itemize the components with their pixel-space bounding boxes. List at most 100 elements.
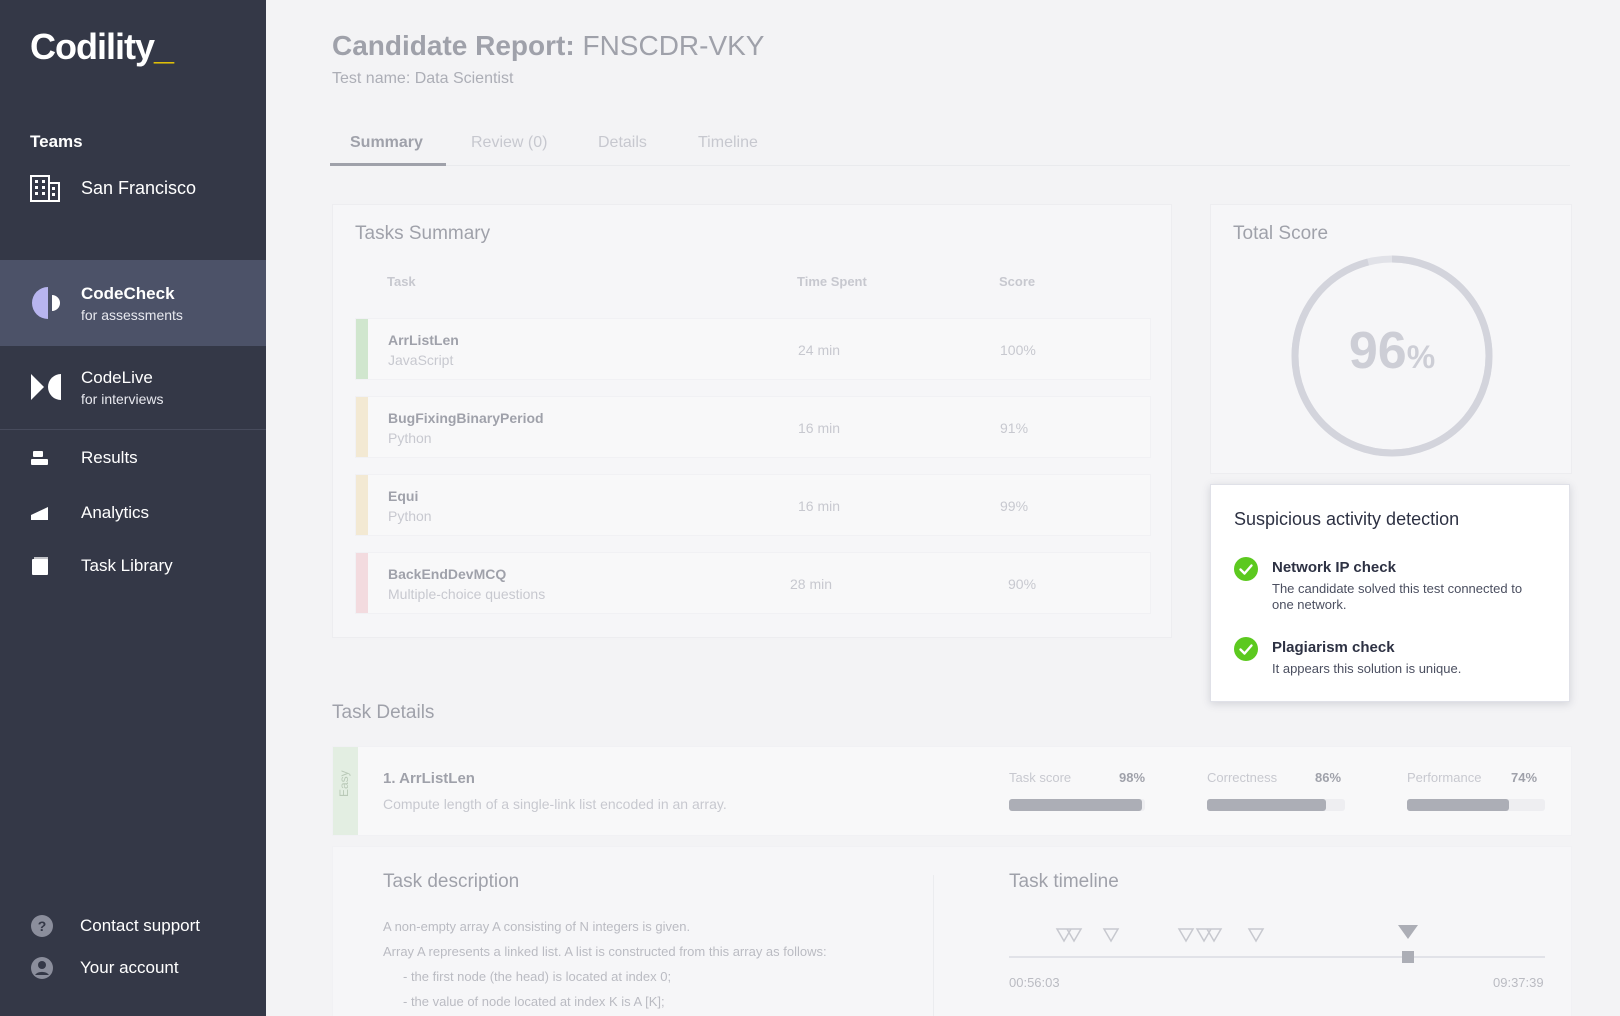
metric-correctness-fill [1207, 799, 1326, 811]
suspicious-activity-title: Suspicious activity detection [1234, 509, 1460, 529]
metric-task-score-bar [1009, 799, 1145, 811]
report-tabs: Summary Review (0) Details Timeline [330, 128, 1570, 166]
task-status-bar [356, 319, 368, 379]
task-language: Multiple-choice questions [388, 586, 546, 602]
score-number: 96 [1348, 322, 1407, 380]
metric-correctness-label: Correctness [1207, 770, 1278, 785]
task-status-bar [356, 475, 368, 535]
task-score: 90% [1008, 576, 1037, 592]
sidebar-item-results[interactable]: Results [30, 443, 138, 473]
report-id: FNSCDR-VKY [582, 30, 765, 61]
tasks-summary-card: Tasks Summary Task Time Spent Score ArrL… [332, 204, 1172, 638]
check-circle-icon [1234, 637, 1258, 661]
main-content: Candidate Report: FNSCDR-VKY Test name: … [266, 0, 1620, 1016]
account-icon [31, 957, 53, 979]
sidebar-item-analytics[interactable]: Analytics [30, 498, 149, 528]
logo-cursor: _ [154, 26, 174, 67]
codecheck-icon [32, 287, 60, 319]
nav-codelive-subtitle: for interviews [81, 390, 164, 407]
metric-correctness-bar [1207, 799, 1345, 811]
your-account-label: Your account [80, 958, 179, 977]
total-score-title: Total Score [1233, 223, 1329, 244]
nav-codelive-title: CodeLive [81, 367, 153, 387]
nav-codecheck[interactable]: CodeCheck for assessments [0, 260, 266, 346]
metric-task-score-value: 98% [1119, 770, 1146, 785]
score-ring [1291, 255, 1493, 457]
nav-codecheck-subtitle: for assessments [81, 306, 183, 323]
timeline-end: 09:37:39 [1493, 975, 1544, 990]
sidebar-item-task-library[interactable]: Task Library [30, 551, 173, 581]
timeline-start: 00:56:03 [1009, 975, 1060, 990]
active-tab-indicator [330, 163, 446, 166]
task-library-label: Task Library [81, 556, 173, 575]
metric-performance-bar [1407, 799, 1545, 811]
task-details-title: Task Details [332, 702, 435, 723]
header-time-spent: Time Spent [797, 274, 867, 289]
task-language: Python [388, 508, 432, 524]
task-score: 91% [1000, 420, 1029, 436]
header-score: Score [999, 274, 1036, 289]
metric-task-score-label: Task score [1009, 770, 1072, 785]
task-time: 16 min [798, 498, 841, 514]
task-time: 28 min [790, 576, 833, 592]
results-icon [31, 451, 48, 465]
task-status-bar [356, 397, 368, 457]
task-time: 24 min [798, 342, 841, 358]
task-detail-desc: Compute length of a single-link list enc… [383, 796, 727, 812]
task-timeline-title: Task timeline [1009, 871, 1119, 892]
check-circle-icon [1234, 557, 1258, 581]
description-line: A non-empty array A consisting of N inte… [383, 919, 691, 934]
svg-text:?: ? [38, 918, 47, 934]
sidebar-item-your-account[interactable]: Your account [30, 953, 179, 983]
task-detail-title: 1. ArrListLen [383, 770, 475, 787]
team-selector[interactable]: San Francisco [30, 168, 196, 208]
network-ip-check-title: Network IP check [1272, 559, 1396, 576]
suspicious-activity-card: Suspicious activity detection Network IP… [1210, 484, 1570, 702]
test-name: Test name: Data Scientist [332, 70, 514, 87]
table-row[interactable]: BackEndDevMCQ Multiple-choice questions … [355, 552, 1151, 614]
metric-performance-fill [1407, 799, 1510, 811]
tab-timeline[interactable]: Timeline [698, 134, 758, 151]
task-language: Python [388, 430, 432, 446]
codility-logo[interactable]: Codility_ [30, 26, 174, 68]
task-status-bar [356, 553, 368, 613]
table-row[interactable]: BugFixingBinaryPeriod Python 16 min 91% [355, 396, 1151, 458]
nav-codecheck-title: CodeCheck [81, 283, 175, 303]
task-score: 100% [1000, 342, 1036, 358]
tab-review[interactable]: Review (0) [471, 134, 548, 151]
tab-summary[interactable]: Summary [350, 134, 423, 151]
metric-performance-label: Performance [1407, 770, 1482, 785]
task-timeline[interactable] [1009, 923, 1545, 963]
table-row[interactable]: ArrListLen JavaScript 24 min 100% [355, 318, 1151, 380]
sidebar-item-contact-support[interactable]: ? Contact support [30, 911, 200, 941]
task-name: Equi [388, 488, 419, 504]
task-score: 99% [1000, 498, 1029, 514]
task-detail-row[interactable]: Easy 1. ArrListLen Compute length of a s… [332, 746, 1572, 836]
task-time: 16 min [798, 420, 841, 436]
task-name: BugFixingBinaryPeriod [388, 410, 544, 426]
task-name: BackEndDevMCQ [388, 566, 507, 582]
task-language: JavaScript [388, 352, 454, 368]
header-task: Task [387, 274, 416, 289]
analytics-label: Analytics [81, 503, 150, 522]
metric-performance-value: 74% [1511, 770, 1538, 785]
results-label: Results [81, 448, 138, 467]
contact-support-label: Contact support [80, 916, 201, 935]
logo-text: Codility [30, 26, 155, 67]
tab-details[interactable]: Details [598, 134, 647, 151]
metric-task-score-fill [1009, 799, 1143, 811]
report-title-prefix: Candidate Report: [332, 30, 575, 61]
column-divider [933, 875, 934, 1016]
building-icon [30, 175, 60, 202]
nav-codelive[interactable]: CodeLive for interviews [0, 346, 266, 428]
task-name: ArrListLen [388, 332, 459, 348]
description-line: - the first node (the head) is located a… [403, 969, 672, 984]
description-line: - the value of node located at index K i… [403, 994, 665, 1009]
table-row[interactable]: Equi Python 16 min 99% [355, 474, 1151, 536]
sidebar: Codility_ Teams San Francisco CodeCheck … [0, 0, 266, 1016]
total-score-card: Total Score 96% [1210, 204, 1572, 474]
metric-correctness-value: 86% [1315, 770, 1342, 785]
plagiarism-check-desc: It appears this solution is unique. [1272, 661, 1462, 676]
teams-label: Teams [30, 132, 83, 151]
page-title: Candidate Report: FNSCDR-VKY [332, 30, 764, 62]
